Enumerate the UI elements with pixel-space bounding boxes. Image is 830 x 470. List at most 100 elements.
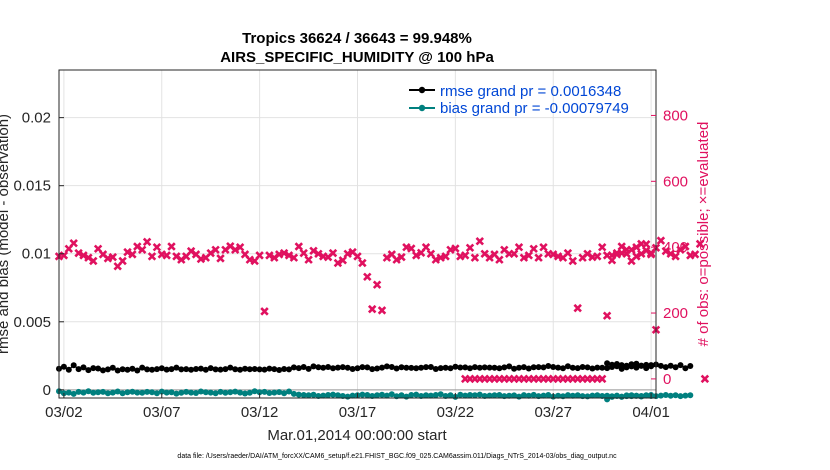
bias-point	[677, 393, 684, 400]
bias-point	[574, 392, 581, 399]
rmse-point	[393, 365, 400, 372]
rmse-point	[349, 366, 356, 372]
rmse-point	[427, 364, 434, 370]
obs-count-marker	[118, 256, 127, 266]
bias-point	[432, 392, 439, 398]
obs-marker-stroke	[509, 249, 519, 259]
chart-title: Tropics 36624 / 36643 = 99.948%	[242, 30, 472, 47]
obs-count-marker	[392, 255, 401, 264]
obs-marker-stroke	[152, 242, 162, 252]
obs-count-marker	[475, 236, 485, 246]
obs-count-marker	[108, 252, 118, 262]
obs-marker-stroke	[627, 245, 636, 255]
y-tick-label-left: 0.015	[13, 178, 51, 195]
legend-rmse-label: rmse grand pr = 0.0016348	[440, 83, 621, 100]
rmse-point	[555, 364, 562, 371]
obs-count-marker	[695, 239, 705, 249]
bias-point	[281, 390, 288, 397]
footer-datafile: data file: /Users/raeder/DAI/ATM_forcXX/…	[177, 453, 617, 460]
obs-count-marker	[89, 256, 98, 266]
rmse-point	[119, 366, 126, 373]
bias-point	[379, 391, 385, 398]
rmse-point	[290, 364, 297, 371]
obs-marker-stroke	[632, 252, 641, 261]
obs-marker-stroke	[372, 280, 382, 289]
rmse-point	[540, 364, 547, 371]
legend-bias-label: bias grand pr = -0.00079749	[440, 100, 629, 117]
rmse-point	[364, 364, 371, 371]
rmse-point	[60, 363, 67, 370]
bias-point	[667, 392, 674, 399]
obs-count-marker	[509, 249, 519, 259]
rmse-point	[193, 366, 199, 372]
obs-marker-stroke	[548, 250, 558, 259]
rmse-point	[677, 362, 684, 369]
obs-marker-stroke	[573, 303, 582, 313]
bias-point	[657, 392, 664, 399]
obs-marker-stroke	[475, 236, 485, 246]
rmse-point	[144, 366, 151, 373]
bias-point	[413, 391, 420, 398]
bias-point	[491, 392, 498, 399]
obs-marker-stroke	[235, 242, 245, 252]
obs-marker-stroke	[470, 253, 480, 262]
obs-marker-stroke	[348, 247, 357, 257]
obs-count-marker	[465, 243, 475, 253]
bias-point	[217, 388, 224, 395]
obs-count-marker	[656, 236, 666, 245]
obs-marker-stroke	[431, 255, 441, 264]
y-tick-label-right: 400	[663, 239, 688, 256]
obs-count-marker	[338, 256, 348, 265]
rmse-point	[682, 365, 689, 372]
bias-point	[555, 392, 562, 399]
rmse-point	[188, 366, 195, 373]
x-axis: 03/02 03/07 03/12 03/17 03/22 03/27 04/01	[45, 393, 670, 421]
bias-point	[506, 392, 513, 399]
rmse-point	[305, 365, 312, 372]
rmse-point	[100, 367, 106, 374]
rmse-point	[70, 362, 77, 369]
obs-count-marker	[328, 248, 338, 258]
obs-count-marker	[230, 245, 240, 255]
obs-marker-stroke	[524, 251, 534, 260]
rmse-point	[564, 363, 571, 370]
bias-point	[207, 389, 214, 396]
rmse-point	[217, 366, 224, 373]
bias-point	[222, 389, 229, 396]
rmse-point	[648, 363, 655, 370]
obs-marker-stroke	[695, 239, 705, 249]
obs-count-marker	[279, 248, 289, 258]
y-axis-label-left: rmse and bias (model - observation)	[0, 114, 12, 354]
rmse-point	[344, 364, 351, 371]
rmse-point	[447, 365, 454, 372]
obs-count-marker	[700, 374, 710, 384]
rmse-point	[403, 364, 410, 371]
obs-count-marker	[397, 252, 406, 262]
rmse-point	[545, 363, 552, 369]
bias-point	[158, 388, 165, 395]
rmse-point	[423, 364, 429, 371]
rmse-point	[452, 363, 459, 370]
obs-marker-stroke	[147, 252, 157, 261]
obs-marker-stroke	[353, 252, 362, 261]
rmse-point	[520, 364, 527, 371]
obs-count-marker	[671, 252, 680, 261]
rmse-point	[90, 365, 97, 372]
obs-marker-stroke	[583, 249, 592, 259]
rmse-point	[525, 365, 532, 372]
rmse-point	[398, 364, 405, 371]
obs-marker-stroke	[167, 242, 176, 251]
obs-marker-stroke	[500, 245, 509, 255]
rmse-point	[300, 364, 307, 370]
obs-count-marker	[152, 242, 162, 252]
obs-count-marker	[666, 249, 675, 259]
rmse-point	[85, 367, 92, 374]
bias-point	[300, 392, 307, 398]
rmse-point	[623, 362, 630, 369]
rmse-point	[158, 365, 165, 372]
rmse-point	[628, 361, 635, 368]
bias-point	[388, 391, 395, 398]
bias-point	[256, 389, 263, 396]
obs-count-marker	[284, 251, 294, 260]
